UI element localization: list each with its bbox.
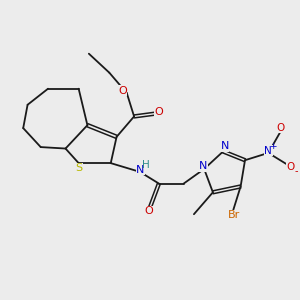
Text: S: S <box>75 163 82 173</box>
Text: N: N <box>136 165 145 175</box>
Text: O: O <box>287 162 295 172</box>
Text: H: H <box>142 160 150 170</box>
Text: O: O <box>118 86 127 96</box>
Text: -: - <box>295 166 298 176</box>
Text: N: N <box>199 161 207 171</box>
Text: N: N <box>220 142 229 152</box>
Text: Br: Br <box>228 210 240 220</box>
Text: O: O <box>144 206 153 216</box>
Text: O: O <box>154 107 163 117</box>
Text: N: N <box>265 146 272 156</box>
Text: O: O <box>276 122 284 133</box>
Text: +: + <box>270 142 277 151</box>
